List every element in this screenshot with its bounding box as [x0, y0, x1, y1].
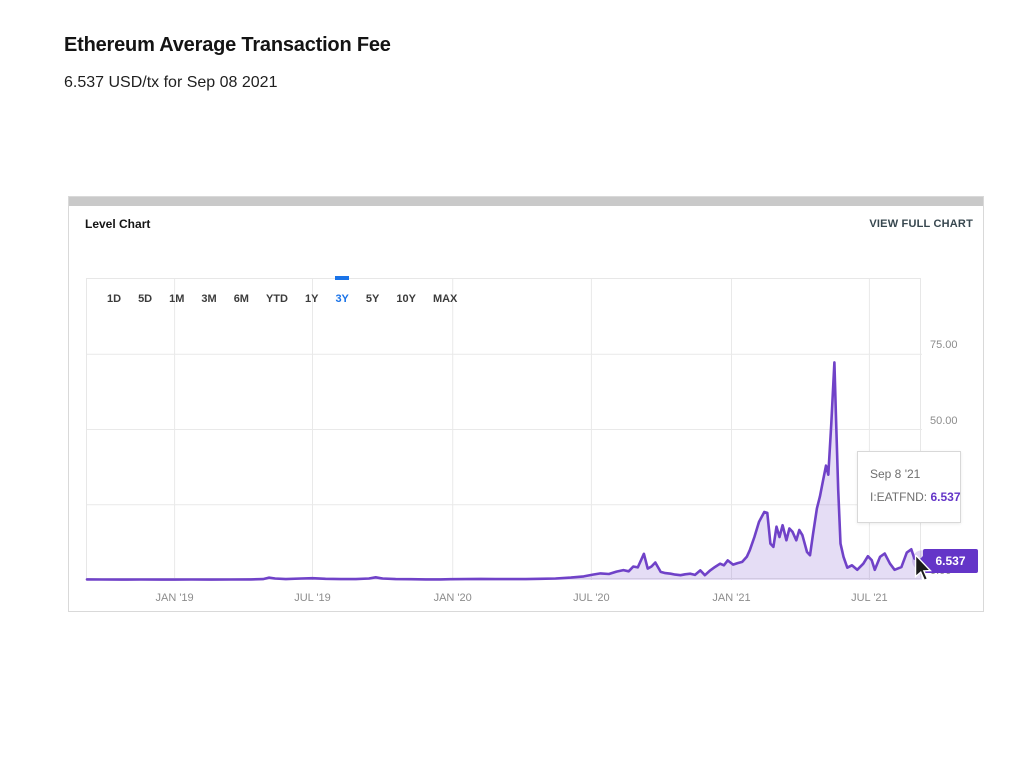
x-axis-label: JUL '19: [294, 592, 331, 604]
range-selector: 1D 5D 1M 3M 6M YTD 1Y 3Y 5Y 10Y MAX: [87, 276, 458, 319]
tooltip-value: 6.537: [930, 490, 961, 504]
panel-title: Level Chart: [85, 217, 151, 231]
chart-tooltip: Sep 8 '21 I:EATFND: 6.537: [857, 451, 961, 523]
series-line: [85, 361, 924, 581]
x-axis-label: JAN '21: [712, 592, 751, 604]
panel-top-bar: [69, 197, 983, 206]
view-full-chart-link[interactable]: VIEW FULL CHART: [869, 218, 973, 230]
range-button-5y[interactable]: 5Y: [365, 293, 380, 305]
x-axis-label: JAN '20: [433, 592, 472, 604]
range-button-1y[interactable]: 1Y: [304, 293, 319, 305]
range-button-1m[interactable]: 1M: [169, 293, 185, 305]
active-range-bar: [335, 276, 350, 280]
range-button-3y[interactable]: 3Y: [335, 276, 350, 305]
range-button-10y[interactable]: 10Y: [396, 293, 416, 305]
range-button-5d[interactable]: 5D: [138, 293, 153, 305]
x-axis-label: JUL '21: [851, 592, 888, 604]
tooltip-series-label: I:EATFND:: [870, 490, 928, 504]
chart-canvas[interactable]: [85, 279, 932, 581]
badge-value: 6.537: [935, 554, 966, 568]
range-button-max[interactable]: MAX: [432, 293, 458, 305]
range-button-6m[interactable]: 6M: [233, 293, 249, 305]
plot-area[interactable]: 1D 5D 1M 3M 6M YTD 1Y 3Y 5Y 10Y MAX JAN '19 JUL '19…: [85, 276, 958, 604]
series-area: [87, 362, 922, 580]
level-chart-panel: Level Chart VIEW FULL CHART 1D 5D 1M 3M 6M YT…: [68, 196, 984, 612]
y-axis-label: 75.00: [930, 339, 958, 352]
tooltip-date: Sep 8 '21: [870, 467, 921, 481]
tooltip-series-row: I:EATFND: 6.537: [870, 486, 961, 509]
mouse-cursor-icon: [914, 555, 932, 581]
x-axis-label: JAN '19: [155, 592, 194, 604]
y-axis-label: 50.00: [930, 414, 958, 427]
page-subtitle: 6.537 USD/tx for Sep 08 2021: [64, 74, 278, 91]
range-button-3m[interactable]: 3M: [201, 293, 217, 305]
range-button-1d[interactable]: 1D: [107, 293, 122, 305]
range-button-ytd[interactable]: YTD: [265, 293, 288, 305]
page-title: Ethereum Average Transaction Fee: [64, 34, 391, 56]
x-axis-label: JUL '20: [573, 592, 610, 604]
